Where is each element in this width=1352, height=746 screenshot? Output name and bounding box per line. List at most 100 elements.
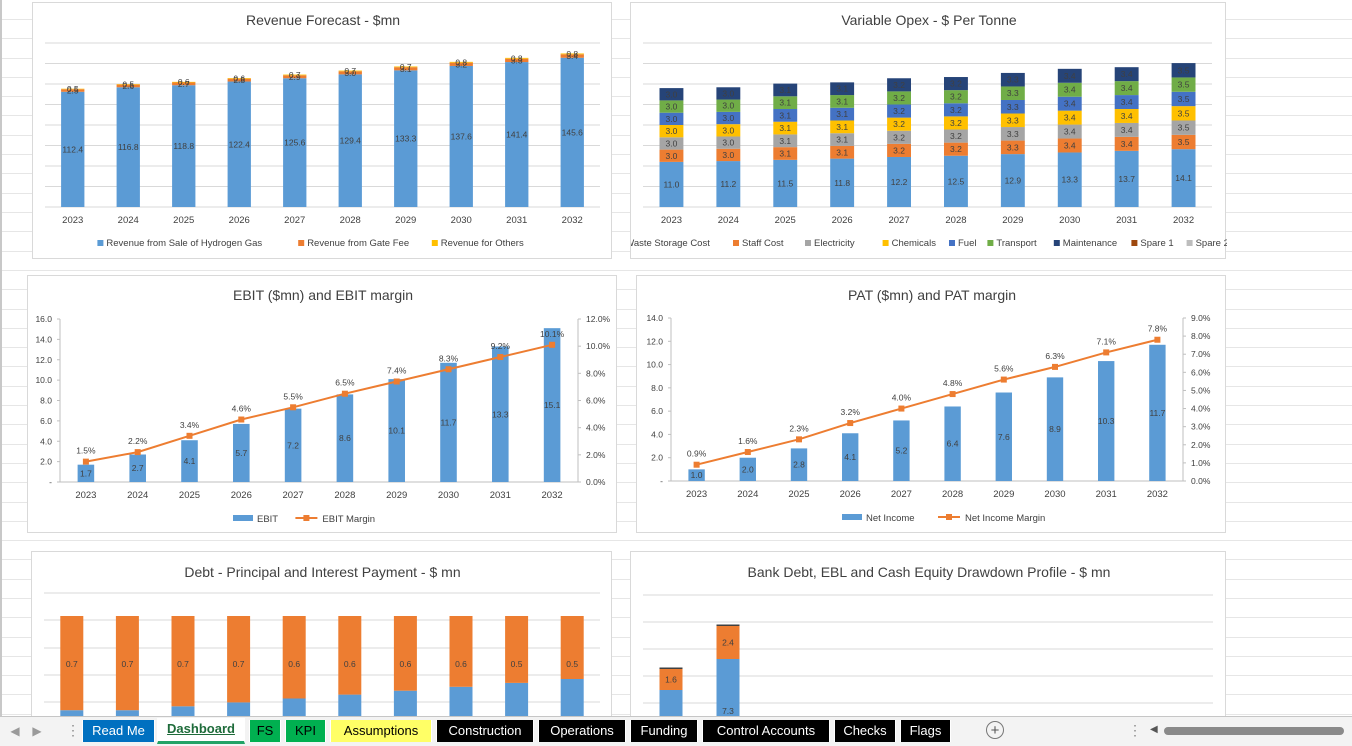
legend-label: Spare 2 — [1196, 238, 1227, 249]
data-label: 0.6 — [233, 73, 245, 83]
x-tick-label: 2029 — [395, 215, 416, 226]
sheet-tab-operations[interactable]: Operations — [538, 720, 626, 742]
pat-chart[interactable]: PAT ($mn) and PAT margin - 2.0 4.0 6.0 8.0 10.… — [636, 275, 1226, 533]
data-label: 3.4 — [1121, 111, 1133, 121]
y2-tick-label: 2.0% — [586, 450, 606, 460]
bar-segment — [659, 88, 684, 101]
blue-bar — [659, 690, 683, 722]
variable-opex-chart[interactable]: Variable Opex - $ Per Tonne 11.0 3.0 3.0 3.0… — [630, 2, 1227, 259]
blue-label: 7.3 — [722, 706, 734, 716]
triangle-left-icon[interactable]: ◀ — [10, 724, 20, 738]
margin-marker — [238, 416, 245, 423]
data-label: 11.8 — [834, 178, 850, 188]
bar-segment — [1171, 149, 1196, 207]
bar-segment — [773, 96, 798, 110]
bar-segment — [394, 67, 418, 71]
bar-data-label: 1.0 — [691, 470, 703, 480]
line-data-label: 4.8% — [943, 378, 963, 388]
bar-segment — [887, 104, 911, 118]
data-label: 0.7 — [289, 70, 301, 80]
sheet-tab-funding[interactable]: Funding — [630, 720, 698, 742]
bar-segment — [716, 87, 741, 100]
data-label: 3.1 — [836, 147, 848, 157]
x-tick-label: 2027 — [283, 490, 304, 501]
data-label: 3.2 — [893, 93, 905, 103]
horizontal-scrollbar-thumb[interactable] — [1164, 727, 1344, 735]
sheet-tab-read-me[interactable]: Read Me — [82, 720, 155, 742]
plus-circle-icon[interactable]: + — [986, 721, 1004, 739]
bar-data-label: 1.7 — [80, 468, 92, 478]
chart-title: Revenue Forecast - $mn — [246, 12, 400, 28]
bar-segment — [944, 155, 968, 207]
sheet-tab-dashboard[interactable]: Dashboard — [157, 718, 245, 744]
bar-segment — [887, 130, 911, 144]
margin-line — [85, 343, 553, 463]
sheet-tab-fs[interactable]: FS — [249, 720, 281, 742]
legend-label: Net Income Margin — [965, 513, 1045, 524]
bar-segment — [1114, 95, 1139, 110]
bar — [233, 423, 250, 482]
margin-marker — [497, 354, 504, 361]
margin-marker — [82, 458, 89, 465]
legend-swatch — [949, 240, 955, 246]
ebit-chart[interactable]: EBIT ($mn) and EBIT margin - 2.0 4.0 6.0 8.0 1… — [27, 275, 617, 533]
vertical-dots-icon[interactable]: ⋮ — [66, 722, 80, 738]
sheet-tab-assumptions[interactable]: Assumptions — [330, 720, 432, 742]
revenue-forecast-chart[interactable]: Revenue Forecast - $mn 112.4 2.5 0.5 2023 116… — [32, 2, 612, 259]
sheet-tab-flags[interactable]: Flags — [900, 720, 951, 742]
data-label: 3.0 — [666, 138, 678, 148]
x-tick-label: 2025 — [788, 489, 809, 500]
legend-label: Waste Storage Cost — [631, 238, 710, 249]
debt-payment-chart[interactable]: Debt - Principal and Interest Payment - … — [31, 551, 612, 722]
bar-data-label: 8.6 — [339, 433, 351, 443]
triangle-right-icon[interactable]: ▶ — [32, 724, 42, 738]
bar-data-label: 11.7 — [1149, 408, 1165, 418]
data-label: 3.4 — [1064, 99, 1076, 109]
interest-label: 0.6 — [399, 659, 411, 669]
bar-segment — [887, 143, 911, 157]
bar-data-label: 10.1 — [388, 426, 405, 436]
bar-segment — [716, 161, 741, 207]
bar-data-label: 7.6 — [998, 432, 1010, 442]
bar-data-label: 15.1 — [544, 400, 561, 410]
legend-label: Chemicals — [892, 238, 937, 249]
bar-segment — [659, 112, 684, 125]
x-tick-label: 2026 — [231, 490, 252, 501]
sheet-tab-bar: ◀ ▶ ⋮ Read Me Dashboard FS KPI Assumptions Co… — [0, 716, 1352, 746]
vertical-dots-icon[interactable]: ⋮ — [1128, 722, 1142, 738]
x-tick-label: 2032 — [562, 215, 583, 226]
bar-data-label: 2.0 — [742, 464, 754, 474]
bar-segment — [944, 77, 968, 91]
y-tick-label: 2.0 — [651, 453, 663, 463]
y-tick-label: 12.0 — [35, 355, 52, 365]
x-tick-label: 2031 — [490, 490, 511, 501]
legend-label: EBIT Margin — [322, 514, 375, 525]
bar-segment — [1000, 154, 1025, 207]
y2-tick-label: 6.0% — [586, 396, 606, 406]
sheet-tab-kpi[interactable]: KPI — [285, 720, 326, 742]
bar-segment — [1000, 113, 1025, 128]
data-label: 3.4 — [1064, 127, 1076, 137]
line-data-label: 10.1% — [540, 329, 565, 339]
bar — [842, 433, 859, 481]
bar-data-label: 5.2 — [895, 446, 907, 456]
interest-bar — [282, 616, 306, 699]
bar — [388, 379, 405, 482]
data-label: 137.6 — [451, 131, 473, 141]
bar-segment — [116, 84, 140, 88]
drawdown-profile-chart[interactable]: Bank Debt, EBL and Cash Equity Drawdown … — [630, 551, 1226, 722]
data-label: 3.0 — [666, 89, 678, 99]
variable-opex-plot: Variable Opex - $ Per Tonne 11.0 3.0 3.0 3.0… — [631, 12, 1227, 249]
sheet-tab-checks[interactable]: Checks — [834, 720, 896, 742]
line-data-label: 3.4% — [180, 420, 200, 430]
interest-label: 0.7 — [66, 659, 78, 669]
triangle-left-icon[interactable]: ◀ — [1150, 724, 1158, 735]
blue-bar — [716, 659, 740, 722]
sheet-tab-construction[interactable]: Construction — [436, 720, 534, 742]
data-label: 3.5 — [1178, 123, 1190, 133]
data-label: 3.1 — [779, 123, 791, 133]
y2-tick-label: 7.0% — [1191, 349, 1211, 359]
sheet-tab-control-accounts[interactable]: Control Accounts — [702, 720, 830, 742]
data-label: 3.4 — [1121, 83, 1133, 93]
legend-swatch — [233, 515, 253, 521]
